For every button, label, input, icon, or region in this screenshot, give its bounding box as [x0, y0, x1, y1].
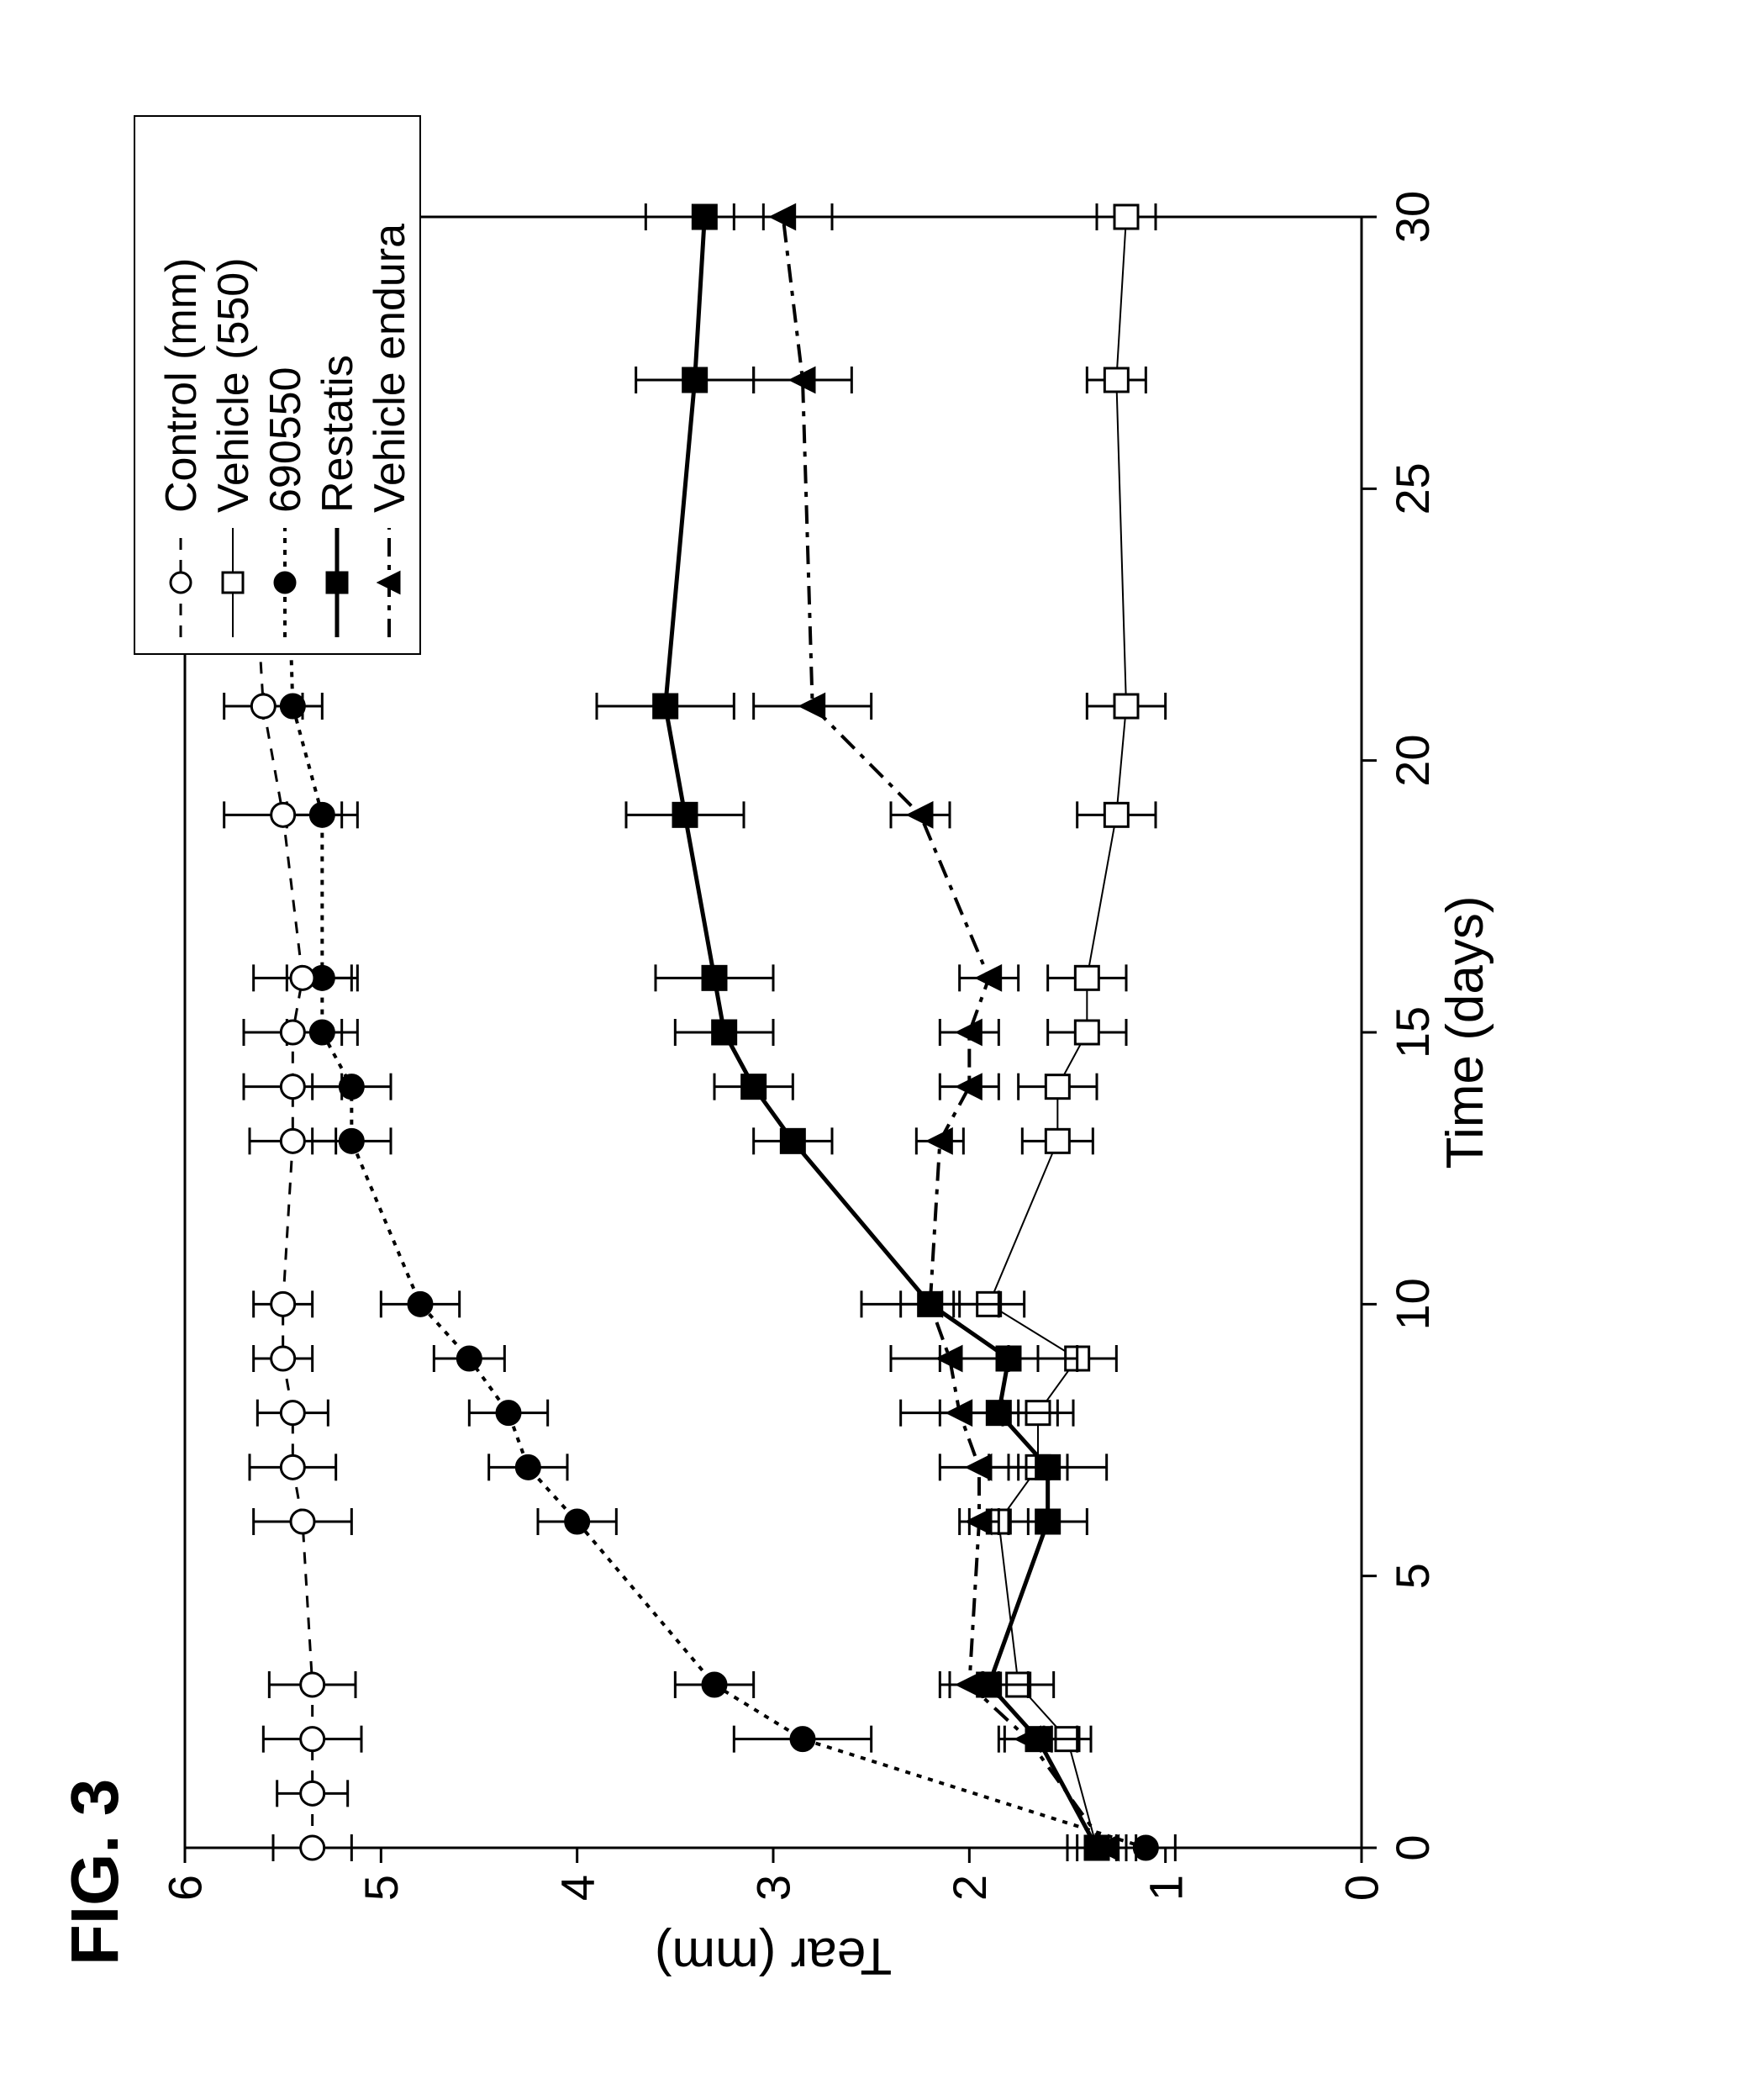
data-marker: [1026, 1728, 1050, 1751]
y-tick-label: 0: [1335, 1875, 1388, 1901]
data-marker: [673, 803, 697, 826]
data-marker: [654, 694, 677, 718]
x-tick-label: 30: [1386, 191, 1439, 243]
data-marker: [223, 572, 243, 593]
data-marker: [1134, 1836, 1157, 1860]
data-marker: [271, 803, 295, 826]
x-tick-label: 5: [1386, 1563, 1439, 1589]
data-marker: [327, 572, 347, 593]
data-marker: [281, 1021, 304, 1044]
x-tick-label: 20: [1386, 735, 1439, 787]
legend-label: Control (mm): [157, 258, 206, 513]
data-marker: [1114, 205, 1138, 229]
y-tick-label: 5: [355, 1875, 408, 1901]
data-marker: [703, 1673, 726, 1696]
data-marker: [967, 1455, 991, 1479]
legend-label: Vehicle endura: [366, 224, 414, 513]
data-marker: [275, 572, 295, 593]
data-marker: [957, 1021, 981, 1044]
data-marker: [977, 1673, 1001, 1696]
data-marker: [1114, 694, 1138, 718]
data-marker: [1075, 966, 1098, 989]
legend-label: 690550: [261, 367, 310, 513]
figure-label: FIG. 3: [57, 1779, 132, 1965]
data-marker: [340, 1075, 363, 1099]
data-marker: [977, 966, 1001, 989]
legend-label: Vehicle (550): [209, 257, 258, 513]
data-marker: [1104, 803, 1128, 826]
data-marker: [1104, 368, 1128, 392]
data-marker: [171, 572, 191, 593]
x-tick-label: 0: [1386, 1834, 1439, 1860]
data-marker: [281, 1401, 304, 1425]
data-marker: [497, 1401, 520, 1425]
data-marker: [281, 1129, 304, 1153]
data-marker: [683, 368, 707, 392]
data-marker: [1036, 1455, 1060, 1479]
page: FIG. 3 0 5 10 15 20 25 30 0 1 2 3 4 5 6 Time (days) Tear…: [0, 0, 1749, 2100]
data-marker: [742, 1075, 766, 1099]
data-marker: [693, 205, 716, 229]
legend: Control (mm)Vehicle (550)690550RestatisV…: [134, 116, 420, 654]
data-marker: [291, 1510, 314, 1533]
data-marker: [1046, 1075, 1069, 1099]
data-marker: [909, 803, 932, 826]
data-marker: [271, 1347, 295, 1370]
data-marker: [408, 1292, 432, 1316]
x-axis-label: Time (days): [1436, 896, 1494, 1169]
data-marker: [251, 694, 275, 718]
y-axis-label: Tear (mm): [655, 1927, 892, 1985]
y-tick-label: 3: [747, 1875, 800, 1901]
data-marker: [997, 1347, 1020, 1370]
data-marker: [281, 1455, 304, 1479]
x-tick-label: 15: [1386, 1006, 1439, 1058]
data-marker: [1036, 1510, 1060, 1533]
data-marker: [281, 1075, 304, 1099]
y-tick-label: 1: [1139, 1875, 1192, 1901]
data-marker: [1085, 1836, 1109, 1860]
legend-label: Restatis: [313, 355, 362, 513]
data-marker: [301, 1781, 324, 1805]
data-marker: [271, 1292, 295, 1316]
y-tick-label: 6: [159, 1875, 212, 1901]
data-marker: [713, 1021, 736, 1044]
data-marker: [301, 1728, 324, 1751]
x-tick-label: 25: [1386, 462, 1439, 514]
y-tick-label: 4: [551, 1875, 603, 1901]
data-marker: [781, 1129, 804, 1153]
data-marker: [566, 1510, 589, 1533]
data-marker: [516, 1455, 540, 1479]
data-marker: [301, 1673, 324, 1696]
data-marker: [919, 1292, 942, 1316]
x-tick-label: 10: [1386, 1278, 1439, 1330]
data-marker: [457, 1347, 481, 1370]
data-marker: [1046, 1129, 1069, 1153]
y-tick-label: 2: [943, 1875, 996, 1901]
data-marker: [791, 1728, 814, 1751]
data-marker: [291, 966, 314, 989]
data-marker: [703, 966, 726, 989]
data-marker: [1075, 1021, 1098, 1044]
chart-svg: FIG. 3 0 5 10 15 20 25 30 0 1 2 3 4 5 6 Time (days) Tear…: [0, 0, 1749, 2100]
data-marker: [340, 1129, 363, 1153]
data-marker: [301, 1836, 324, 1860]
data-marker: [987, 1401, 1010, 1425]
